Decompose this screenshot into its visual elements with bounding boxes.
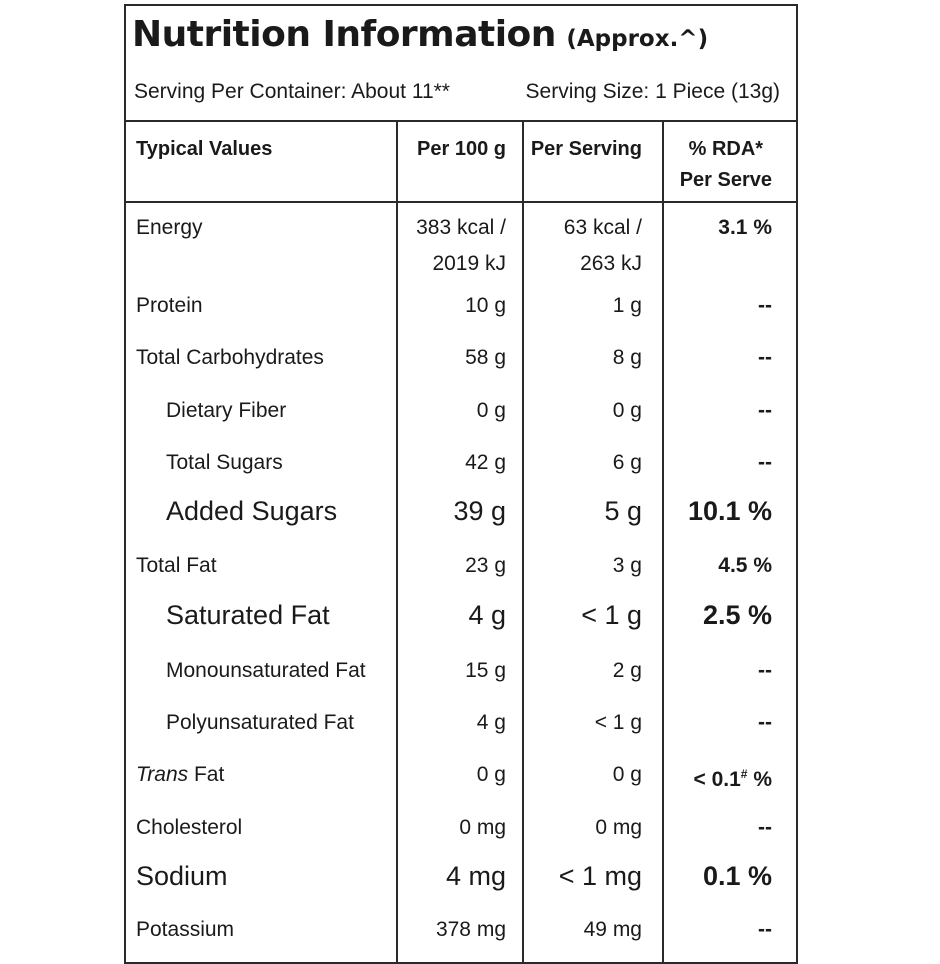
column-divider <box>522 122 524 962</box>
rda-value: -- <box>758 816 772 839</box>
per-100g-value: 4 g <box>468 600 506 630</box>
rda-value: 3.1 % <box>718 216 772 239</box>
panel-title-suffix: (Approx.^) <box>566 26 709 52</box>
panel-title: Nutrition Information <box>132 14 556 55</box>
column-header-per-100g: Per 100 g <box>417 138 506 160</box>
per-serving-value-kj: 263 kJ <box>580 252 642 275</box>
column-divider <box>396 122 398 962</box>
per-serving-value: < 1 g <box>581 600 642 630</box>
per-100g-value: 378 mg <box>435 918 506 941</box>
per-100g-value: 23 g <box>465 554 506 577</box>
per-100g-value: 0 g <box>476 399 506 422</box>
column-divider <box>662 122 664 962</box>
per-100g-value: 15 g <box>465 659 506 682</box>
rda-value: < 0.1# % <box>694 759 773 795</box>
nutrient-name: Potassium <box>136 918 235 941</box>
rda-value: -- <box>758 918 772 941</box>
rda-footnote-mark: # <box>740 767 748 781</box>
rda-value: 4.5 % <box>718 554 772 577</box>
nutrient-name-italic: Trans <box>136 763 189 786</box>
per-100g-value: 0 mg <box>459 816 506 839</box>
rda-value: -- <box>758 294 772 317</box>
per-serving-value: 0 g <box>612 763 642 786</box>
column-header-nutrient: Typical Values <box>136 138 273 160</box>
header-bottom-rule <box>126 201 796 203</box>
per-serving-value: 1 g <box>612 294 642 317</box>
per-serving-value: 0 g <box>612 399 642 422</box>
nutrient-name: Saturated Fat <box>166 600 330 630</box>
rda-value: -- <box>758 346 772 369</box>
nutrient-name: Protein <box>136 294 203 317</box>
rda-header-line1: % RDA* <box>688 138 764 160</box>
nutrient-name: Total Fat <box>136 554 217 577</box>
nutrient-name: Trans Fat <box>136 759 224 790</box>
per-100g-value: 383 kcal / <box>416 216 506 239</box>
per-100g-value: 42 g <box>465 451 506 474</box>
column-header-per-serving: Per Serving <box>530 138 642 160</box>
per-100g-value: 4 g <box>476 711 506 734</box>
title-row: Nutrition Information (Approx.^) <box>132 14 708 55</box>
nutrient-name: Dietary Fiber <box>166 399 287 422</box>
per-serving-value: 0 mg <box>595 816 642 839</box>
rda-value: 10.1 % <box>687 496 772 526</box>
rda-value: -- <box>758 399 772 422</box>
per-serving-value: < 1 mg <box>558 861 642 891</box>
nutrient-name: Added Sugars <box>166 496 338 526</box>
rda-value-main: < 0.1 <box>693 768 741 791</box>
rda-value-unit: % <box>747 768 772 791</box>
nutrient-name: Sodium <box>136 861 228 891</box>
nutrient-name: Energy <box>136 216 203 239</box>
serving-size: Serving Size: 1 Piece (13g) <box>525 80 780 103</box>
rda-value: -- <box>758 711 772 734</box>
per-serving-value: 49 mg <box>583 918 642 941</box>
rda-value: -- <box>758 659 772 682</box>
nutrient-name: Total Sugars <box>166 451 283 474</box>
per-serving-value: 2 g <box>612 659 642 682</box>
per-100g-value-kj: 2019 kJ <box>432 252 506 275</box>
header-top-rule <box>126 120 796 122</box>
rda-value: 0.1 % <box>702 861 772 891</box>
servings-per-container: Serving Per Container: About 11** <box>134 80 450 103</box>
per-serving-value: 8 g <box>612 346 642 369</box>
per-serving-value: 3 g <box>612 554 642 577</box>
per-100g-value: 4 mg <box>445 861 506 891</box>
nutrient-name: Cholesterol <box>136 816 243 839</box>
rda-header-line2: Per Serve <box>679 169 772 191</box>
per-100g-value: 0 g <box>476 763 506 786</box>
nutrient-name: Monounsaturated Fat <box>166 659 366 682</box>
nutrient-name: Total Carbohydrates <box>136 346 324 369</box>
rda-value: -- <box>758 451 772 474</box>
per-100g-value: 10 g <box>465 294 506 317</box>
per-serving-value: 6 g <box>612 451 642 474</box>
nutrition-panel: Nutrition Information (Approx.^) Serving… <box>124 4 798 964</box>
per-serving-value: 5 g <box>604 496 642 526</box>
nutrient-name-rest: Fat <box>188 763 225 786</box>
per-100g-value: 58 g <box>465 346 506 369</box>
per-serving-value: < 1 g <box>594 711 642 734</box>
column-header-rda: % RDA* Per Serve <box>680 134 772 196</box>
rda-value: 2.5 % <box>702 600 772 630</box>
nutrient-name: Polyunsaturated Fat <box>166 711 354 734</box>
per-100g-value: 39 g <box>453 496 506 526</box>
per-serving-value: 63 kcal / <box>563 216 642 239</box>
